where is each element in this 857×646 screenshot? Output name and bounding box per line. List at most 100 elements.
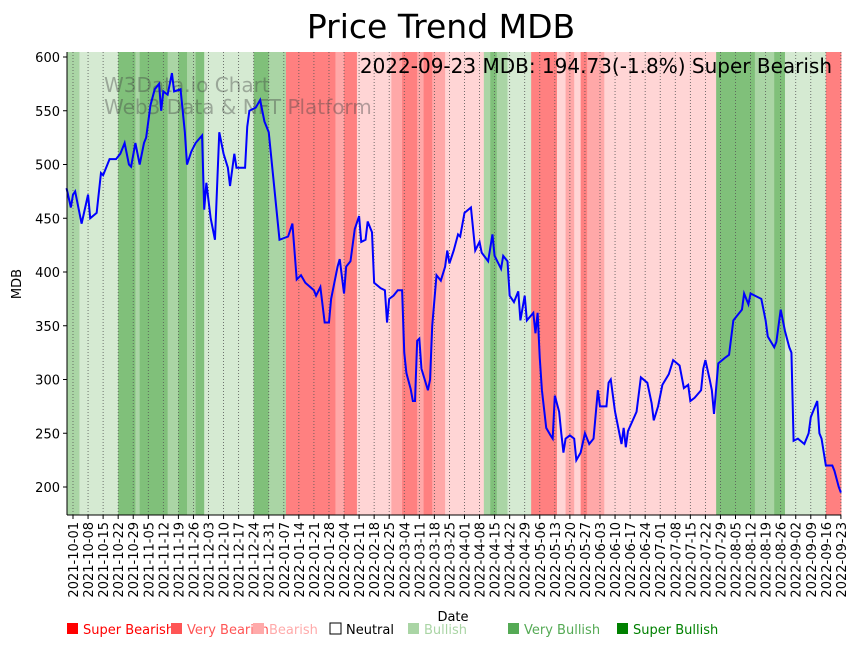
legend-label: Bearish bbox=[269, 623, 318, 638]
y-tick-label: 250 bbox=[35, 427, 60, 442]
legend-label: Very Bearish bbox=[187, 623, 269, 638]
x-tick-label: 2022-07-29 bbox=[714, 522, 729, 598]
x-tick-label: 2022-08-12 bbox=[745, 522, 760, 598]
regime-bands bbox=[66, 52, 842, 515]
x-tick-label: 2022-03-04 bbox=[398, 522, 413, 598]
regime-band bbox=[187, 52, 197, 515]
x-tick-label: 2022-01-07 bbox=[278, 522, 293, 598]
x-tick-label: 2022-09-23 bbox=[835, 522, 850, 598]
legend-label: Very Bullish bbox=[524, 623, 600, 638]
x-tick-label: 2022-03-18 bbox=[428, 522, 443, 598]
regime-band bbox=[490, 52, 498, 515]
regime-band bbox=[432, 52, 446, 515]
x-tick-label: 2022-01-14 bbox=[293, 522, 308, 598]
legend-swatch bbox=[329, 622, 342, 635]
regime-band bbox=[253, 52, 270, 515]
x-tick-label: 2022-06-24 bbox=[639, 522, 654, 598]
y-tick-label: 300 bbox=[35, 374, 60, 389]
legend-swatch bbox=[408, 623, 419, 634]
x-tick-label: 2022-09-16 bbox=[820, 522, 835, 598]
regime-band bbox=[391, 52, 403, 515]
regime-band bbox=[402, 52, 418, 515]
x-tick-label: 2021-11-19 bbox=[172, 522, 187, 598]
x-tick-label: 2021-12-17 bbox=[233, 522, 248, 598]
x-tick-label: 2021-11-26 bbox=[187, 522, 202, 598]
regime-band bbox=[825, 52, 842, 515]
x-tick-label: 2021-12-03 bbox=[203, 522, 218, 598]
x-tick-label: 2021-12-10 bbox=[218, 522, 233, 598]
x-tick-label: 2022-09-09 bbox=[805, 522, 820, 598]
regime-band bbox=[507, 52, 532, 515]
y-axis-label: MDB bbox=[10, 269, 25, 299]
x-tick-label: 2021-11-12 bbox=[157, 522, 172, 598]
x-tick-label: 2022-03-11 bbox=[413, 522, 428, 598]
legend: Super Bearish Very Bearish Bearish Neutral B… bbox=[67, 622, 718, 638]
y-tick-label: 200 bbox=[35, 481, 60, 496]
x-tick-label: 2022-09-02 bbox=[790, 522, 805, 598]
x-tick-label: 2021-10-08 bbox=[82, 522, 97, 598]
x-tick-label: 2022-01-21 bbox=[308, 522, 323, 598]
regime-band bbox=[587, 52, 605, 515]
x-tick-label: 2022-01-28 bbox=[323, 522, 338, 598]
y-tick-label: 600 bbox=[35, 51, 60, 66]
x-tick-label: 2022-08-19 bbox=[760, 522, 775, 598]
x-tick-label: 2022-02-04 bbox=[338, 522, 353, 598]
x-tick-label: 2022-02-25 bbox=[383, 522, 398, 598]
regime-band bbox=[79, 52, 119, 515]
regime-band bbox=[574, 52, 582, 515]
x-tick-label: 2022-05-13 bbox=[549, 522, 564, 598]
legend-label: Bullish bbox=[424, 623, 467, 638]
y-ticks: 200 250 300 350 400 450 500 550 600 bbox=[35, 51, 67, 496]
x-tick-label: 2021-10-29 bbox=[127, 522, 142, 598]
y-tick-label: 550 bbox=[35, 105, 60, 120]
regime-band bbox=[195, 52, 205, 515]
regime-band bbox=[335, 52, 345, 515]
x-tick-label: 2021-12-31 bbox=[263, 522, 278, 598]
regime-band bbox=[496, 52, 509, 515]
x-tick-label: 2022-07-08 bbox=[669, 522, 684, 598]
x-tick-label: 2021-10-22 bbox=[112, 522, 127, 598]
regime-band bbox=[178, 52, 188, 515]
legend-label: Super Bearish bbox=[83, 623, 174, 638]
latest-price-annotation: 2022-09-23 MDB: 194.73(-1.8%) Super Bear… bbox=[360, 54, 832, 78]
x-tick-label: 2022-07-22 bbox=[699, 522, 714, 598]
x-tick-label: 2022-04-01 bbox=[458, 522, 473, 598]
x-tick-label: 2022-05-06 bbox=[534, 522, 549, 598]
x-tick-label: 2022-08-05 bbox=[730, 522, 745, 598]
regime-band bbox=[285, 52, 336, 515]
y-tick-label: 500 bbox=[35, 159, 60, 174]
legend-swatch bbox=[171, 623, 182, 634]
regime-band bbox=[580, 52, 588, 515]
price-line bbox=[65, 72, 842, 494]
x-tick-label: 2022-04-22 bbox=[504, 522, 519, 598]
regime-band bbox=[344, 52, 358, 515]
legend-swatch bbox=[67, 623, 78, 634]
y-tick-label: 350 bbox=[35, 320, 60, 335]
regime-band bbox=[423, 52, 433, 515]
price-series bbox=[65, 72, 842, 494]
regime-band bbox=[556, 52, 567, 515]
x-ticks: 2021-10-01 2021-10-08 2021-10-15 2021-10-22… bbox=[67, 515, 850, 598]
chart-title: Price Trend MDB bbox=[307, 7, 575, 46]
x-tick-label: 2021-10-15 bbox=[97, 522, 112, 598]
x-axis-label: Date bbox=[437, 610, 468, 625]
regime-band bbox=[139, 52, 169, 515]
regime-band bbox=[754, 52, 775, 515]
x-tick-label: 2022-08-26 bbox=[775, 522, 790, 598]
regime-band bbox=[483, 52, 491, 515]
legend-swatch bbox=[508, 623, 519, 634]
x-tick-label: 2021-11-05 bbox=[142, 522, 157, 598]
regime-band bbox=[417, 52, 425, 515]
watermark-line-1: W3Data.io Chart bbox=[104, 73, 270, 97]
regime-band bbox=[167, 52, 179, 515]
x-tick-label: 2022-06-17 bbox=[624, 522, 639, 598]
legend-swatch bbox=[253, 623, 264, 634]
x-tick-label: 2021-10-01 bbox=[67, 522, 82, 598]
x-tick-label: 2022-04-15 bbox=[489, 522, 504, 598]
regime-band bbox=[204, 52, 255, 515]
x-tick-label: 2022-07-15 bbox=[684, 522, 699, 598]
x-tick-label: 2022-07-01 bbox=[654, 522, 669, 598]
x-tick-label: 2022-06-03 bbox=[594, 522, 609, 598]
